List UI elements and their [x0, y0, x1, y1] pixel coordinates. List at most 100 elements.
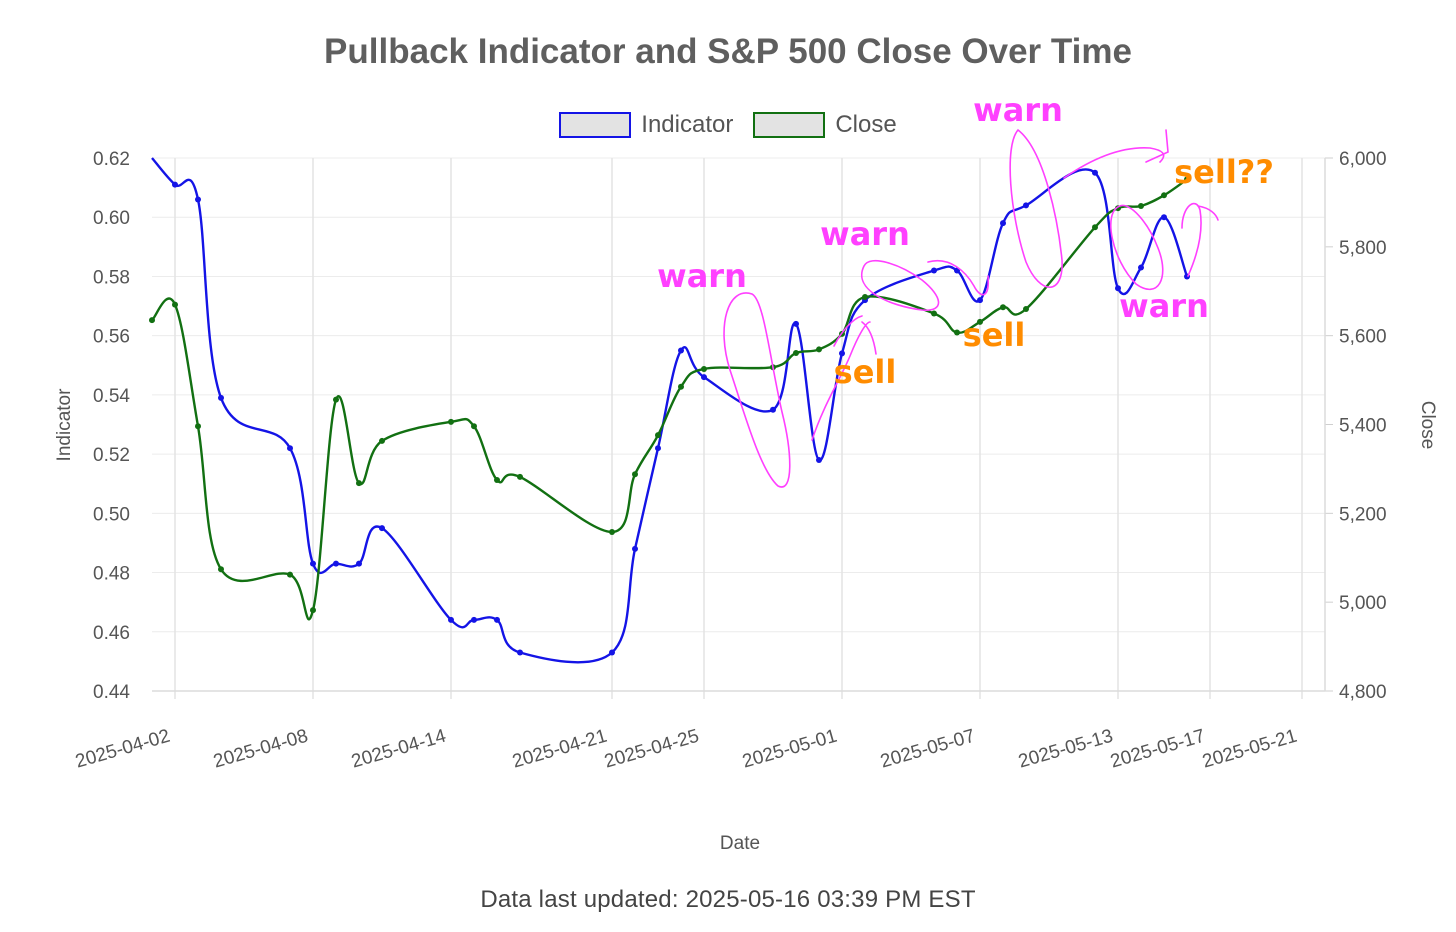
indicator-point: [1092, 169, 1098, 176]
y-right-tick-label: 4,800: [1339, 682, 1387, 703]
legend-item-indicator[interactable]: Indicator: [559, 111, 733, 139]
y-right-tick-label: 5,000: [1339, 593, 1387, 614]
close-point: [448, 418, 454, 425]
x-tick-label: 2025-05-07: [878, 726, 977, 773]
series-layer: [149, 157, 1190, 664]
indicator-point: [517, 649, 523, 656]
annotation-layer: warn warn warn warn sell sell sell??: [657, 91, 1274, 391]
y-left-tick-label: 0.50: [93, 504, 130, 525]
close-point: [701, 365, 707, 372]
y-right-tick-label: 5,600: [1339, 327, 1387, 348]
close-line: [151, 178, 1188, 621]
close-point: [471, 423, 477, 430]
x-axis-title: Date: [720, 833, 760, 854]
y-left-tick-label: 0.52: [93, 445, 130, 466]
indicator-point: [655, 445, 661, 452]
indicator-point: [793, 320, 799, 327]
annotation-sell: sell: [834, 353, 897, 391]
y-left-tick-label: 0.48: [93, 564, 130, 585]
close-point: [287, 571, 293, 578]
annotation-warn: warn: [973, 91, 1063, 129]
annotation-warn: warn: [1119, 287, 1209, 325]
handwritten-stroke: [861, 321, 877, 355]
close-point: [517, 473, 523, 480]
y-left-tick-label: 0.60: [93, 208, 130, 229]
indicator-point: [195, 196, 201, 203]
y-left-tick-label: 0.44: [93, 682, 130, 703]
annotation-sellqq: sell??: [1174, 153, 1274, 191]
close-point: [931, 310, 937, 317]
x-tick-label: 2025-05-21: [1200, 726, 1299, 773]
close-point: [632, 471, 638, 478]
x-tick-label: 2025-04-02: [73, 726, 172, 773]
indicator-point: [678, 347, 684, 354]
indicator-point: [1115, 285, 1121, 292]
close-point: [1000, 304, 1006, 311]
indicator-point: [839, 350, 845, 357]
close-point: [379, 437, 385, 444]
indicator-point: [1138, 264, 1144, 271]
handwritten-stroke: [833, 315, 863, 347]
indicator-point: [356, 560, 362, 567]
y-right-tick-label: 5,800: [1339, 238, 1387, 259]
y-right-tick-label: 5,400: [1339, 416, 1387, 437]
close-point: [195, 423, 201, 430]
y-left-tick-label: 0.58: [93, 267, 130, 288]
indicator-point: [494, 616, 500, 623]
indicator-point: [310, 560, 316, 567]
x-tick-label: 2025-05-13: [1016, 726, 1115, 773]
y-left-tick-label: 0.62: [93, 149, 130, 170]
x-tick-label: 2025-04-21: [510, 726, 609, 773]
x-tick-label: 2025-04-25: [602, 726, 701, 773]
legend-item-close[interactable]: Close: [753, 111, 897, 139]
y-axis-right-title: Close: [1417, 401, 1438, 450]
indicator-point: [471, 616, 477, 623]
x-tick-label: 2025-04-14: [349, 726, 449, 773]
close-point: [310, 607, 316, 614]
handwritten-stroke: [1009, 128, 1063, 289]
indicator-point: [931, 267, 937, 274]
close-point: [977, 318, 983, 325]
handwritten-stroke: [1109, 204, 1164, 291]
indicator-point: [448, 616, 454, 623]
indicator-point: [1161, 214, 1167, 221]
x-tick-label: 2025-05-17: [1108, 726, 1207, 773]
close-point: [1161, 192, 1167, 199]
handwritten-stroke: [1145, 129, 1169, 163]
close-point: [655, 432, 661, 439]
close-point: [862, 294, 868, 301]
indicator-point: [632, 545, 638, 552]
close-point: [1023, 306, 1029, 313]
indicator-point: [770, 406, 776, 413]
indicator-point: [1023, 202, 1029, 209]
close-point: [149, 317, 155, 324]
handwritten-stroke: [1181, 202, 1202, 277]
close-point: [1092, 224, 1098, 231]
close-point: [1138, 202, 1144, 209]
close-point: [816, 346, 822, 353]
y-right-tick-label: 6,000: [1339, 149, 1387, 170]
y-left-tick-label: 0.46: [93, 623, 130, 644]
handwritten-stroke: [723, 292, 791, 488]
indicator-point: [816, 457, 822, 464]
indicator-point: [1000, 220, 1006, 227]
y-right-tick-label: 5,200: [1339, 504, 1387, 525]
close-point: [609, 528, 615, 535]
legend: Indicator Close: [0, 111, 1456, 139]
handwritten-stroke: [1197, 205, 1219, 221]
indicator-point: [977, 297, 983, 304]
indicator-line: [151, 157, 1189, 664]
legend-swatch-close: [753, 112, 826, 138]
indicator-point: [701, 374, 707, 381]
close-point: [356, 480, 362, 487]
close-point: [1184, 176, 1190, 183]
close-point: [954, 329, 960, 336]
y-left-tick-label: 0.56: [93, 327, 130, 348]
indicator-point: [218, 394, 224, 401]
indicator-point: [379, 525, 385, 532]
grid-layer: [152, 157, 1325, 699]
handwritten-ink-layer: [723, 128, 1219, 488]
indicator-point: [333, 560, 339, 567]
close-point: [678, 383, 684, 390]
